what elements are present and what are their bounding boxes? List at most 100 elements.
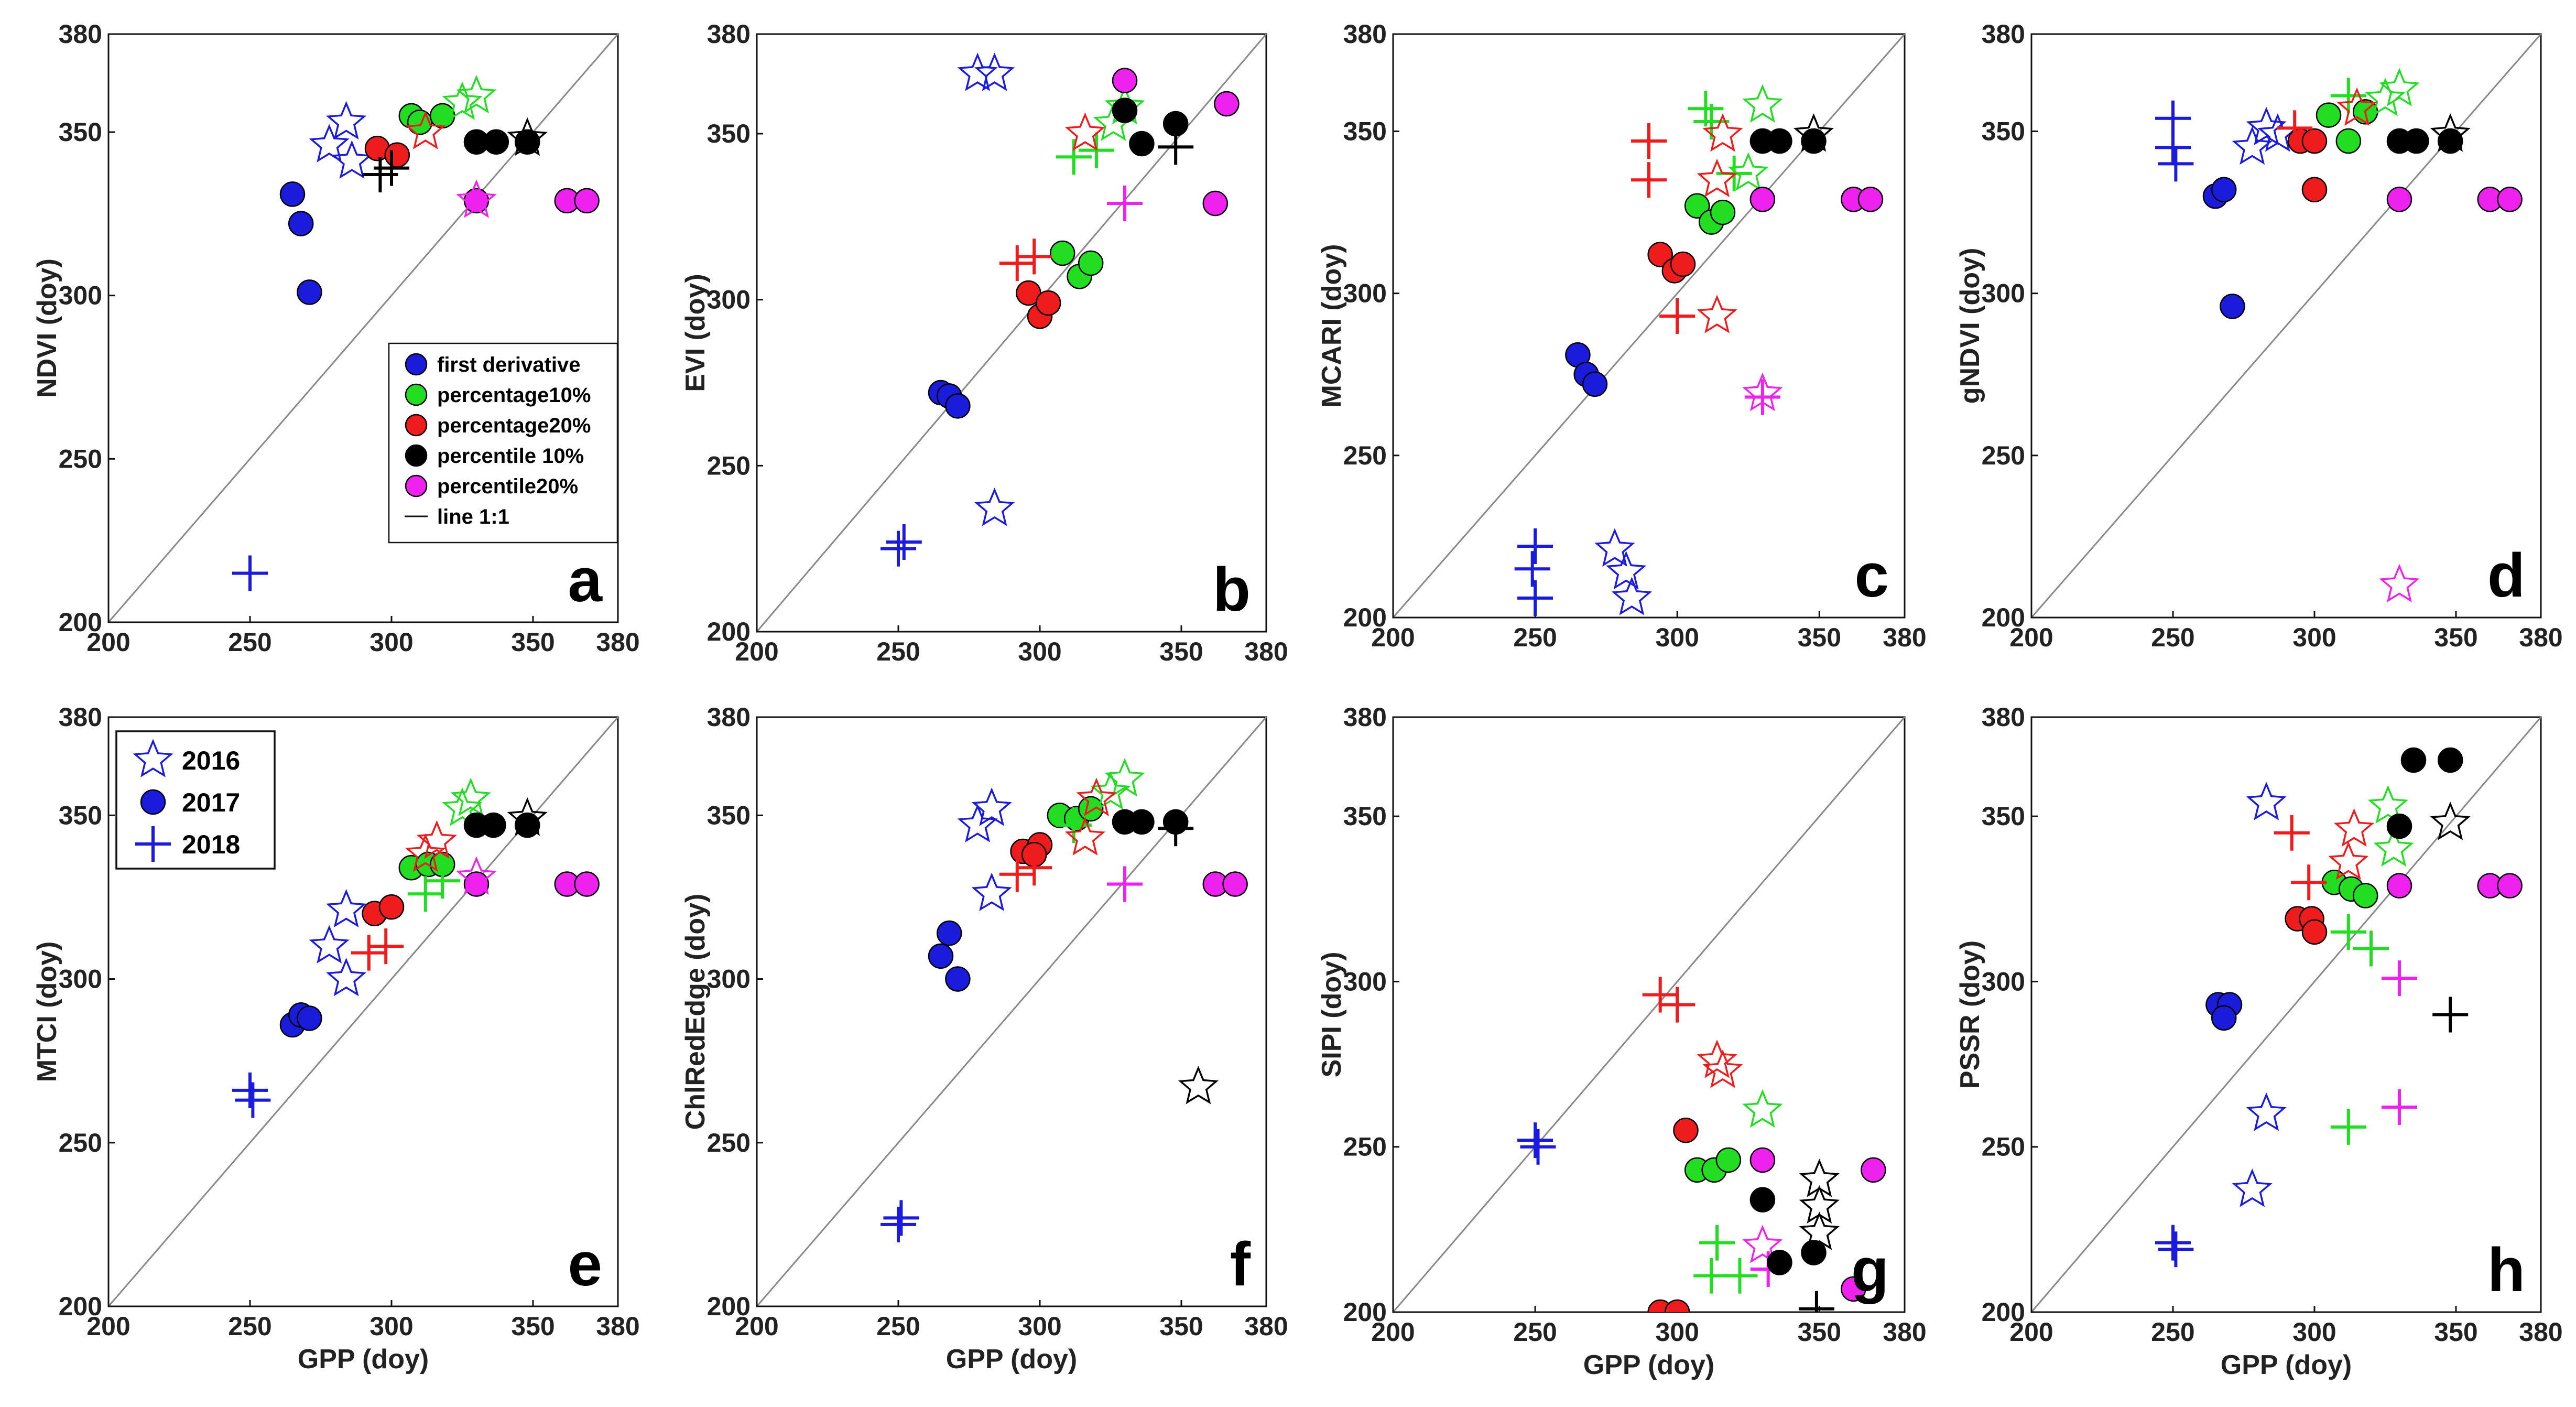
data-point xyxy=(368,928,404,965)
data-point xyxy=(456,179,497,218)
data-point xyxy=(1517,1122,1553,1159)
data-point xyxy=(405,111,446,149)
data-point xyxy=(1673,1117,1699,1143)
data-point xyxy=(2155,1225,2191,1261)
data-point xyxy=(1016,239,1052,275)
x-tick-label: 380 xyxy=(2519,623,2562,652)
legend-swatch xyxy=(405,474,428,497)
y-tick-label: 380 xyxy=(1343,19,1387,49)
data-point xyxy=(1064,112,1105,151)
data-point xyxy=(1742,1089,1783,1128)
x-axis-label: GPP (doy) xyxy=(298,1344,429,1374)
data-point xyxy=(442,81,483,120)
y-tick-label: 250 xyxy=(1343,441,1387,470)
legend-swatch xyxy=(405,414,428,437)
data-point xyxy=(2430,113,2471,152)
data-point xyxy=(574,188,600,214)
data-point xyxy=(1697,158,1737,198)
data-point xyxy=(1035,290,1061,316)
data-point xyxy=(1767,128,1792,154)
data-point xyxy=(2379,564,2420,602)
data-point xyxy=(1631,123,1667,159)
data-point xyxy=(514,129,540,155)
x-tick-label: 300 xyxy=(1018,1312,1061,1341)
panel-label: h xyxy=(2487,1236,2525,1305)
data-point xyxy=(483,129,509,155)
x-tick-label: 250 xyxy=(2151,1317,2194,1347)
y-tick-label: 200 xyxy=(1982,1297,2025,1327)
y-tick-label: 300 xyxy=(1343,967,1387,996)
y-tick-label: 200 xyxy=(1982,603,2025,632)
data-points xyxy=(232,777,600,1118)
x-tick-label: 380 xyxy=(1883,623,1926,652)
x-tick-label: 380 xyxy=(1244,1312,1288,1341)
data-point xyxy=(2301,128,2328,154)
x-tick-label: 200 xyxy=(735,1312,778,1341)
data-point xyxy=(416,820,457,859)
data-point xyxy=(374,150,409,186)
data-point xyxy=(1697,1040,1737,1078)
panel-e: 200 250 300 350 380 200 250 300 350 380 MTCI (doy)… xyxy=(32,702,640,1374)
data-point xyxy=(232,555,268,591)
y-tick-label: 250 xyxy=(1982,1132,2025,1162)
data-point xyxy=(1664,1299,1690,1312)
y-tick-label: 350 xyxy=(1343,117,1387,146)
y-tick-label: 380 xyxy=(707,702,751,732)
data-point xyxy=(2404,128,2429,154)
data-point xyxy=(1064,817,1105,856)
x-tick-label: 200 xyxy=(1371,623,1415,652)
y-tick-label: 380 xyxy=(707,19,751,49)
data-point xyxy=(999,856,1035,892)
y-tick-label: 250 xyxy=(1343,1132,1387,1162)
data-point xyxy=(1129,131,1155,157)
data-points xyxy=(2155,747,2523,1268)
data-point xyxy=(1582,371,1608,397)
data-point xyxy=(1861,1157,1886,1183)
panel-label: f xyxy=(1230,1230,1251,1299)
data-point xyxy=(1090,771,1131,810)
x-tick-label: 250 xyxy=(2151,623,2194,652)
data-point xyxy=(450,777,491,816)
panel-h: 200 250 300 350 380 200 250 300 350 380 PSSR (doy)… xyxy=(1955,702,2563,1380)
data-point xyxy=(2497,187,2523,212)
data-point xyxy=(2246,782,2287,820)
data-point xyxy=(1078,250,1104,276)
data-point xyxy=(2353,930,2389,967)
data-point xyxy=(1841,1276,1866,1302)
y-tick-label: 250 xyxy=(707,1128,751,1157)
year-legend-marker xyxy=(135,826,171,862)
data-point xyxy=(507,797,548,836)
y-tick-label: 300 xyxy=(707,965,751,994)
data-point xyxy=(309,124,350,163)
data-point xyxy=(456,856,497,895)
legend-swatch xyxy=(405,353,428,376)
data-point xyxy=(1594,528,1635,567)
data-point xyxy=(1606,550,1647,590)
data-point xyxy=(331,140,372,179)
data-point xyxy=(1659,298,1695,334)
legend-label: percentage20% xyxy=(437,414,591,437)
data-point xyxy=(2291,864,2327,901)
y-tick-label: 200 xyxy=(707,1292,751,1321)
data-point xyxy=(2330,914,2366,950)
data-point xyxy=(1728,152,1769,191)
y-tick-label: 380 xyxy=(1343,702,1387,732)
data-point xyxy=(2382,1089,2417,1125)
data-point xyxy=(957,52,998,91)
data-point xyxy=(1857,187,1884,212)
x-tick-label: 350 xyxy=(2434,1317,2477,1347)
data-point xyxy=(2335,128,2362,154)
legend-box xyxy=(388,342,618,544)
x-axis-label: GPP (doy) xyxy=(2221,1350,2352,1380)
panel-c: 200 250 300 350 380 200 250 300 350 380 MCARI (doy… xyxy=(1317,19,1927,652)
data-point xyxy=(971,787,1012,826)
data-point xyxy=(1684,193,1710,219)
data-point xyxy=(2274,815,2310,851)
data-point xyxy=(1659,987,1695,1023)
data-point xyxy=(1722,1258,1758,1294)
x-tick-label: 300 xyxy=(1656,1317,1699,1347)
y-axis-label: EVI (doy) xyxy=(680,274,711,392)
panel-g: 200 250 300 350 380 200 250 300 350 380 SIPI (doy)… xyxy=(1317,702,1927,1380)
y-axis-label: gNDVI (doy) xyxy=(1955,248,1985,404)
